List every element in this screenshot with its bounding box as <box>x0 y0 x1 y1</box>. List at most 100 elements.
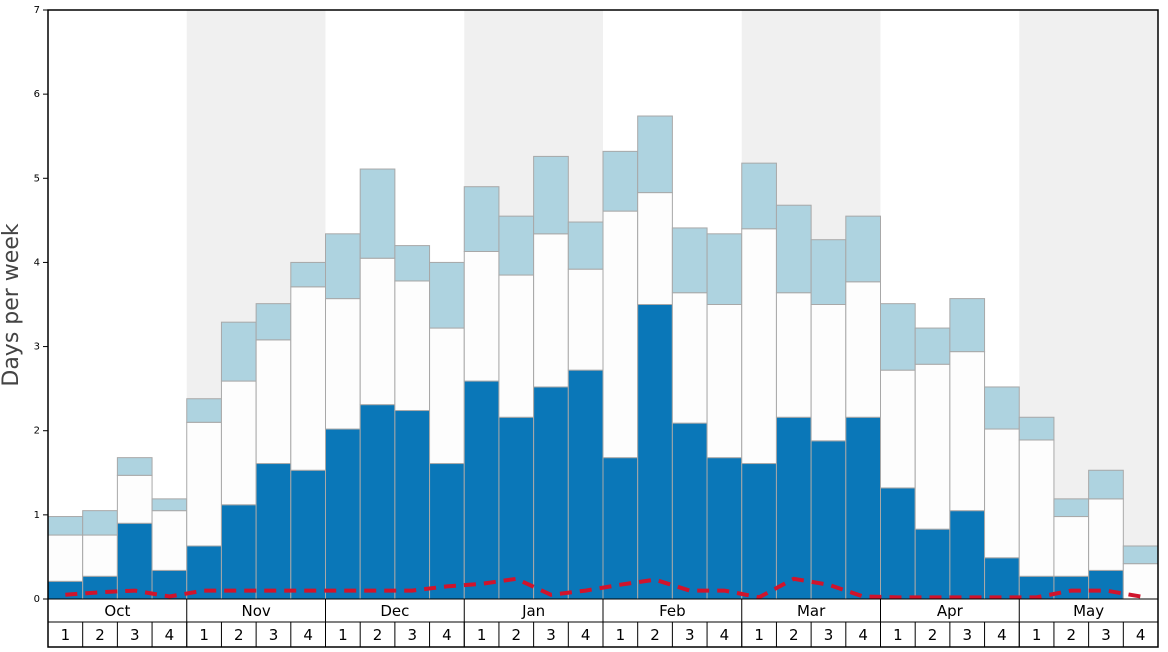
x-tick-label: 1 <box>893 626 903 644</box>
bar-segment <box>671 292 708 424</box>
bar-segment <box>602 210 639 459</box>
month-label: Mar <box>797 602 826 620</box>
bar-segment <box>290 286 326 471</box>
bar-segment <box>775 204 812 294</box>
bar-segment <box>255 463 292 600</box>
bar-segment <box>567 369 604 600</box>
x-tick-label: 2 <box>650 626 660 644</box>
bar-segment <box>394 410 431 600</box>
y-tick-label: 1 <box>34 510 40 521</box>
bar-segment <box>533 155 569 235</box>
x-tick-label: 3 <box>824 626 834 644</box>
x-tick-label: 3 <box>1101 626 1111 644</box>
y-tick-label: 3 <box>34 342 40 353</box>
frame <box>47 9 1159 648</box>
bar-segment <box>949 510 986 600</box>
bar-segment <box>706 304 743 459</box>
x-tick-label: 4 <box>165 626 175 644</box>
bar-segment <box>359 257 396 406</box>
y-tick-label: 0 <box>34 594 40 605</box>
bar-segment <box>82 510 118 536</box>
bar-segment <box>602 150 639 212</box>
bar-segment <box>463 186 500 252</box>
bar-segment <box>359 168 396 259</box>
x-tick-label: 1 <box>338 626 348 644</box>
bar-segment <box>671 227 708 294</box>
x-tick-label: 2 <box>512 626 522 644</box>
bar-segment <box>429 327 465 465</box>
bar-segment <box>429 463 465 600</box>
bar-segment <box>880 369 916 489</box>
bar-segment <box>1088 498 1124 571</box>
bar-segment <box>914 528 951 600</box>
y-tick-label: 4 <box>34 257 40 268</box>
bar-segment <box>984 557 1020 600</box>
bar-segment <box>498 274 535 418</box>
bar-segment <box>1088 569 1124 600</box>
bar-segment <box>741 228 777 465</box>
bar-segment <box>602 457 639 600</box>
bar-segment <box>880 487 916 600</box>
bar-segment <box>810 239 847 306</box>
bar-segment <box>325 428 361 600</box>
bar-segment <box>810 440 847 600</box>
month-label: Jan <box>521 602 545 620</box>
bar-segment <box>845 215 881 283</box>
x-tick-label: 4 <box>1136 626 1146 644</box>
bar-segment <box>463 380 500 600</box>
bar-segment <box>116 457 153 476</box>
x-tick-label: 2 <box>789 626 799 644</box>
y-tick-label: 5 <box>34 173 40 184</box>
bar-segment <box>880 303 916 371</box>
bar-segment <box>741 162 777 230</box>
bar-segment <box>775 292 812 418</box>
bar-segment <box>82 534 118 577</box>
x-tick-label: 3 <box>685 626 695 644</box>
bar-segment <box>1088 469 1124 500</box>
bar-segment <box>741 463 777 600</box>
y-axis-label: Days per week <box>0 223 24 386</box>
bar-segment <box>984 428 1020 559</box>
bar-segment <box>116 474 153 524</box>
bar-segment <box>706 233 743 306</box>
x-tick-label: 3 <box>546 626 556 644</box>
line <box>65 576 1141 600</box>
bar-segment <box>498 416 535 600</box>
bar-segment <box>637 304 673 600</box>
bar-segment <box>220 504 257 600</box>
month-label: Apr <box>937 602 964 620</box>
bar-segment <box>186 398 222 423</box>
month-label: Nov <box>241 602 270 620</box>
bar-segment <box>151 498 188 512</box>
bar-segment <box>116 522 153 600</box>
bar-segment <box>845 416 881 600</box>
bar-segment <box>1053 498 1090 518</box>
bar-segment <box>394 280 431 412</box>
x-tick-label: 3 <box>962 626 972 644</box>
x-tick-label: 3 <box>407 626 417 644</box>
bar-segment <box>775 416 812 600</box>
bar-segment <box>567 221 604 270</box>
bar-segment <box>706 457 743 600</box>
y-tick-label: 2 <box>34 426 40 437</box>
bar-segment <box>47 580 84 600</box>
bar-segment <box>845 281 881 418</box>
bar-segment <box>1122 545 1159 565</box>
x-tick-label: 2 <box>1067 626 1077 644</box>
y-tick-label: 6 <box>34 89 40 100</box>
bar-segment <box>1053 516 1090 577</box>
x-tick-label: 4 <box>858 626 868 644</box>
x-tick-label: 3 <box>269 626 279 644</box>
x-tick-label: 1 <box>199 626 209 644</box>
y-tick-label: 7 <box>34 5 40 16</box>
bar-segment <box>533 233 569 388</box>
x-tick-label: 4 <box>997 626 1007 644</box>
bar-segment <box>47 534 84 582</box>
bar-segment <box>533 386 569 600</box>
bar-segment <box>82 575 118 600</box>
bar-segment <box>1122 563 1159 600</box>
x-tick-label: 1 <box>1032 626 1042 644</box>
bar-segment <box>498 215 535 276</box>
bar-segment <box>255 339 292 465</box>
